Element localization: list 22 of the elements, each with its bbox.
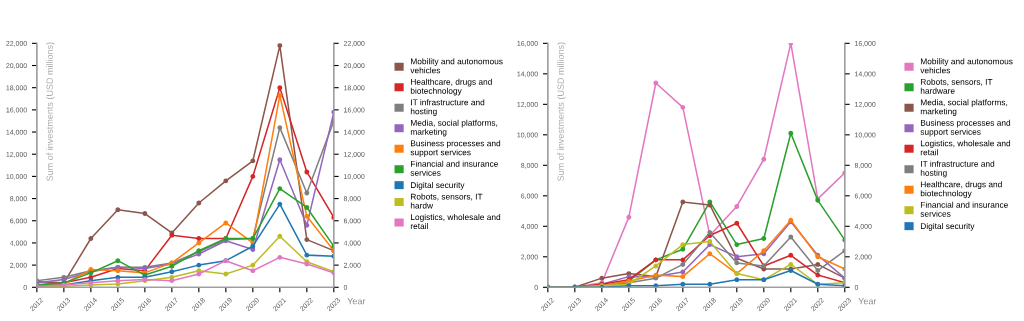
x-axis-title: Year	[347, 298, 366, 305]
legend-label: Logistics, wholesale and retail	[920, 140, 1011, 156]
legend-label: Healthcare, drugs and biotechnology	[410, 78, 492, 96]
legend-label: Digital security	[920, 222, 975, 231]
legend-label: Financial and insurance services	[920, 201, 1008, 217]
legend-label: IT infrastructure and hosting	[410, 99, 485, 116]
legend-label: Business processes and support services	[920, 119, 1011, 137]
legend-label: Mobility and autonomous vehicles	[410, 58, 503, 74]
y-axis-title: Sum of investments (USD millions)	[46, 42, 55, 181]
legend-label: Robots, sensors, IT hardw	[410, 193, 483, 209]
legend-label: Logistics, wholesale and retail	[410, 213, 501, 230]
legend-label: Robots, sensors, IT hardware	[920, 78, 993, 94]
legend-label: Media, social platforms, marketing	[920, 99, 1008, 116]
y-axis-title: Sum of investments (USD millions)	[557, 42, 566, 181]
legend-label: Financial and insurance services	[410, 160, 498, 176]
legend-label: Business processes and support services	[410, 140, 501, 157]
legend-label: Media, social platforms, marketing	[410, 119, 498, 137]
x-axis-title: Year	[858, 298, 877, 305]
legend-label: Mobility and autonomous vehicles	[920, 58, 1013, 74]
legend-label: Healthcare, drugs and biotechnology	[920, 181, 1002, 198]
legend-label: Digital security	[411, 181, 465, 190]
legend-label: IT infrastructure and hosting	[920, 160, 995, 178]
